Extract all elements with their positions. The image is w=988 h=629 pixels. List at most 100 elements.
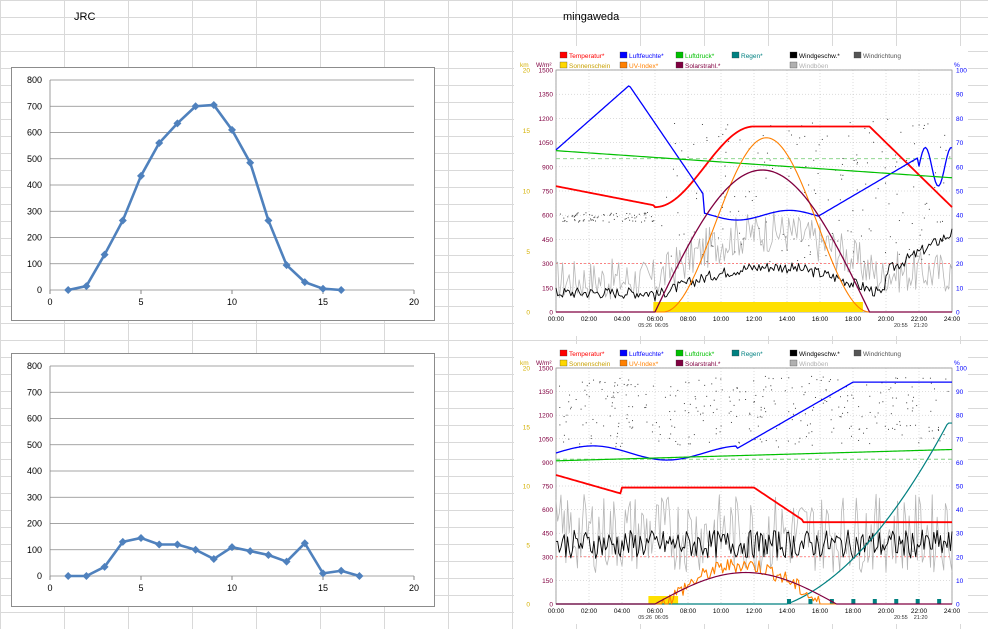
time-tick-label: 22:00 xyxy=(911,608,928,615)
wind-direction-dot xyxy=(722,133,724,135)
legend-label: Luftfeuchte* xyxy=(629,53,664,60)
wind-direction-dot xyxy=(734,251,736,253)
weather-panel-2[interactable]: Temperatur* Luftfeuchte* Luftdruck* Regen* W… xyxy=(514,344,968,624)
y-tick-label: 400 xyxy=(27,466,42,476)
wind-direction-dot xyxy=(610,213,612,215)
wind-direction-dot xyxy=(706,137,708,139)
wind-direction-dot xyxy=(669,411,671,413)
wind-direction-dot xyxy=(693,231,695,233)
wind-direction-dot xyxy=(928,254,930,256)
data-point xyxy=(319,284,327,293)
wind-direction-dot xyxy=(563,416,565,418)
legend-swatch xyxy=(675,349,684,357)
temperature-series xyxy=(555,474,952,524)
humidity-series xyxy=(555,85,953,221)
wind-direction-dot xyxy=(763,407,765,409)
wind-direction-dot xyxy=(749,412,751,414)
rain-bar xyxy=(872,599,877,604)
data-point xyxy=(173,119,182,128)
wind-direction-dot xyxy=(659,434,661,436)
wind-direction-dot xyxy=(681,150,683,152)
time-tick-label: 02:00 xyxy=(581,608,598,615)
jrc-chart-1[interactable]: 0 100 200 300 400 500 600 700 800 0 5 10 15 20 xyxy=(11,67,435,321)
wind-direction-dot xyxy=(633,214,635,216)
left-tick-label: 1050 xyxy=(539,140,554,147)
wind-direction-dot xyxy=(689,403,691,405)
wind-direction-dot xyxy=(920,437,922,439)
wind-direction-dot xyxy=(787,440,789,442)
time-tick-label: 10:00 xyxy=(713,316,730,323)
wind-direction-dot xyxy=(706,140,708,142)
wind-direction-dot xyxy=(674,123,676,125)
wind-direction-dot xyxy=(877,188,879,190)
wind-direction-dot xyxy=(590,442,592,444)
wind-direction-dot xyxy=(559,213,561,215)
left-tick-label: 0 xyxy=(549,602,553,609)
wind-direction-dot xyxy=(896,161,898,163)
wind-direction-dot xyxy=(804,135,806,137)
wind-direction-dot xyxy=(922,245,924,247)
wind-direction-dot xyxy=(765,440,767,442)
wind-direction-dot xyxy=(645,393,647,395)
wind-direction-dot xyxy=(935,399,937,401)
wind-direction-dot xyxy=(617,392,619,394)
wind-direction-dot xyxy=(734,196,736,198)
wind-direction-dot xyxy=(913,186,915,188)
wind-direction-dot xyxy=(852,251,854,253)
rain-bar xyxy=(894,599,899,604)
legend-swatch xyxy=(619,51,628,59)
wind-direction-dot xyxy=(909,425,911,427)
wind-direction-dot xyxy=(591,214,593,216)
wind-direction-dot xyxy=(694,396,696,398)
y-tick-label: 200 xyxy=(27,233,42,243)
wind-direction-dot xyxy=(939,440,941,442)
data-point xyxy=(191,102,200,111)
wind-direction-dot xyxy=(644,214,646,216)
wind-direction-dot xyxy=(623,383,625,385)
right-tick-label: 20 xyxy=(956,554,964,561)
wind-direction-dot xyxy=(770,385,772,387)
wind-direction-dot xyxy=(585,422,587,424)
legend-label: Solarstrahl.* xyxy=(685,361,721,368)
wind-direction-dot xyxy=(759,438,761,440)
data-point xyxy=(319,569,327,578)
wind-direction-dot xyxy=(853,160,855,162)
weather-panel-1[interactable]: Temperatur* Luftfeuchte* Luftdruck* Regen* W… xyxy=(514,46,968,336)
wind-direction-dot xyxy=(628,379,630,381)
sunset-label-2: 21:20 xyxy=(914,323,928,329)
wind-direction-dot xyxy=(914,143,916,145)
time-tick-label: 14:00 xyxy=(779,316,796,323)
wind-direction-dot xyxy=(729,211,731,213)
right-tick-label: 100 xyxy=(956,366,967,373)
wind-direction-dot xyxy=(894,382,896,384)
rain-bar xyxy=(937,599,942,604)
left-tick-label: 1500 xyxy=(539,68,554,75)
wind-direction-dot xyxy=(658,426,660,428)
legend-label: Windböen xyxy=(799,63,829,70)
wind-direction-dot xyxy=(923,128,925,130)
wind-direction-dot xyxy=(603,425,605,427)
wind-direction-dot xyxy=(852,397,854,399)
wind-direction-dot xyxy=(809,423,811,425)
wind-direction-dot xyxy=(669,394,671,396)
wind-direction-dot xyxy=(733,404,735,406)
wind-direction-dot xyxy=(575,214,577,216)
wind-direction-dot xyxy=(674,426,676,428)
left-tick-label: 1050 xyxy=(539,436,554,443)
wind-direction-dot xyxy=(703,405,705,407)
y-tick-label: 300 xyxy=(27,492,42,502)
wind-direction-dot xyxy=(711,245,713,247)
wind-direction-dot xyxy=(718,136,720,138)
wind-direction-dot xyxy=(614,385,616,387)
wind-direction-dot xyxy=(928,426,930,428)
jrc-chart-2[interactable]: 0 100 200 300 400 500 600 700 800 0 5 10 15 20 xyxy=(11,353,435,607)
legend-label: Sonnenschein xyxy=(569,63,611,70)
wind-direction-dot xyxy=(766,152,768,154)
wind-direction-dot xyxy=(592,219,594,221)
wind-direction-dot xyxy=(627,384,629,386)
time-tick-label: 16:00 xyxy=(812,316,829,323)
right-tick-label: 50 xyxy=(956,484,964,491)
right-tick-label: 10 xyxy=(956,578,964,585)
wind-direction-dot xyxy=(829,396,831,398)
wind-direction-dot xyxy=(757,152,759,154)
